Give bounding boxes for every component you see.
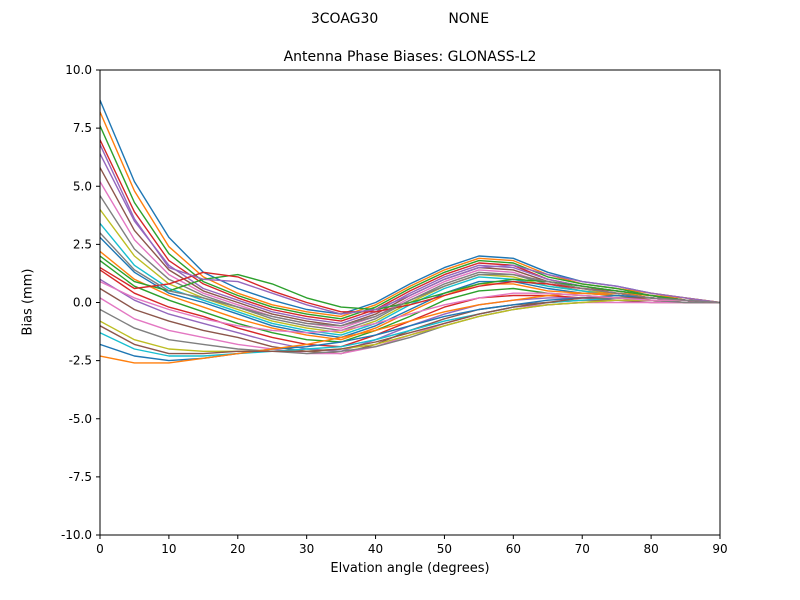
series-line [100, 280, 720, 334]
x-tick-label: 20 [230, 542, 245, 556]
figure-suptitle: 3COAG30 NONE [0, 10, 800, 28]
x-tick-label: 70 [575, 542, 590, 556]
series-line [100, 232, 720, 327]
x-tick-label: 0 [96, 542, 104, 556]
suptitle-right: NONE [448, 11, 490, 27]
y-tick-label: -2.5 [69, 354, 92, 368]
axes-title: Antenna Phase Biases: GLONASS-L2 [283, 49, 537, 65]
y-tick-label: 7.5 [73, 121, 92, 135]
y-tick-label: 0.0 [73, 296, 92, 310]
y-tick-label: -10.0 [61, 528, 92, 542]
x-tick-label: 10 [161, 542, 176, 556]
x-tick-label: 60 [506, 542, 521, 556]
x-tick-label: 30 [299, 542, 314, 556]
series-line [100, 299, 720, 352]
y-tick-label: -7.5 [69, 470, 92, 484]
y-tick-label: 10.0 [65, 63, 92, 77]
x-tick-label: 50 [437, 542, 452, 556]
y-tick-label: 2.5 [73, 237, 92, 251]
y-tick-label: 5.0 [73, 179, 92, 193]
x-tick-label: 80 [643, 542, 658, 556]
series-line [100, 125, 720, 320]
x-axis-label: Elvation angle (degrees) [330, 561, 490, 576]
series-line [100, 111, 720, 318]
x-tick-label: 40 [368, 542, 383, 556]
series-line [100, 180, 720, 329]
x-tick-label: 90 [712, 542, 727, 556]
suptitle-left: 3COAG30 [310, 11, 379, 27]
series-line [100, 143, 720, 315]
y-tick-label: -5.0 [69, 412, 92, 426]
series-line [100, 222, 720, 336]
series-group [100, 99, 720, 364]
